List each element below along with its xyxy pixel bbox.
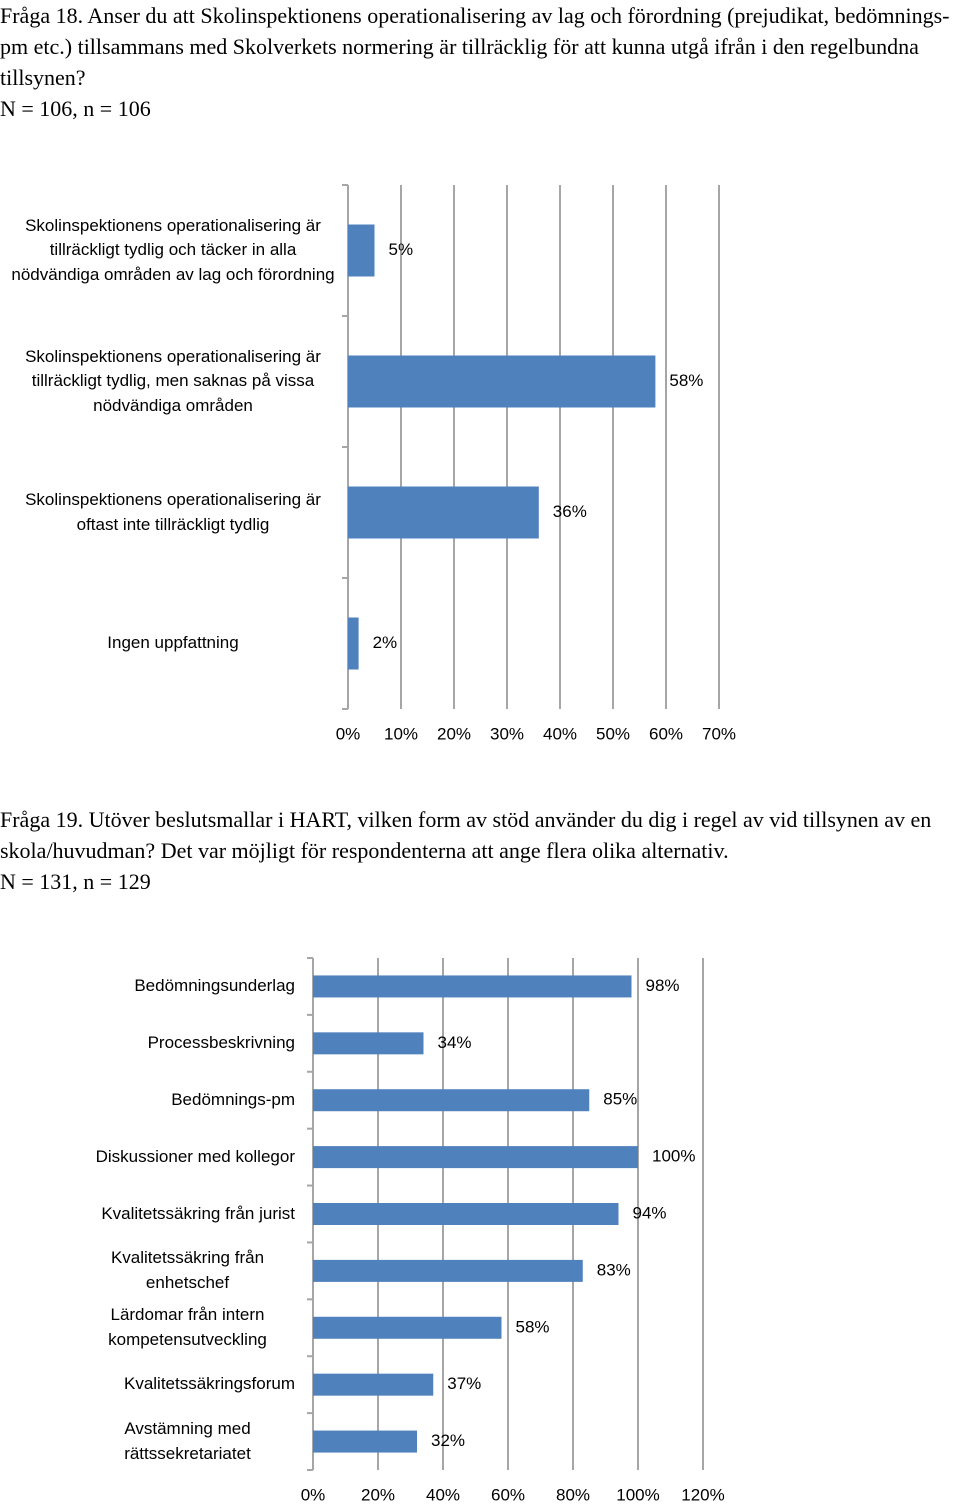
category-label: Bedömningsunderlag bbox=[134, 975, 295, 995]
bar bbox=[313, 1259, 583, 1282]
value-label: 2% bbox=[373, 633, 398, 652]
category-label: Ingen uppfattning bbox=[107, 633, 239, 652]
category-label: Kvalitetssäkring från jurist bbox=[101, 1203, 295, 1223]
bar bbox=[348, 355, 656, 408]
category-label: Bedömnings-pm bbox=[171, 1089, 295, 1109]
bar bbox=[348, 617, 359, 670]
category-label: Kvalitetssäkringsforum bbox=[123, 1374, 295, 1394]
x-tick-label: 100% bbox=[616, 1485, 659, 1504]
question-title: Fråga 18. Anser du att Skolinspektionens… bbox=[0, 3, 950, 90]
bar bbox=[313, 1316, 502, 1339]
bar bbox=[313, 1373, 434, 1396]
bar bbox=[313, 1032, 424, 1055]
bar bbox=[313, 1089, 590, 1112]
x-tick-label: 120% bbox=[681, 1485, 724, 1504]
x-tick-label: 30% bbox=[490, 724, 524, 743]
x-tick-label: 0% bbox=[301, 1485, 326, 1504]
value-label: 32% bbox=[431, 1431, 465, 1450]
x-tick-label: 40% bbox=[426, 1485, 460, 1504]
value-label: 58% bbox=[516, 1317, 550, 1336]
x-tick-label: 20% bbox=[361, 1485, 395, 1504]
x-tick-label: 10% bbox=[384, 724, 418, 743]
sample-size: N = 131, n = 129 bbox=[0, 869, 151, 894]
value-label: 36% bbox=[553, 502, 587, 521]
category-label: Avstämning med rättssekretariatet bbox=[124, 1419, 251, 1463]
bar bbox=[348, 486, 539, 539]
bar bbox=[313, 1146, 638, 1169]
x-tick-label: 60% bbox=[649, 724, 683, 743]
x-tick-label: 20% bbox=[437, 724, 471, 743]
bar bbox=[313, 1203, 619, 1225]
bar bbox=[313, 1430, 417, 1453]
value-label: 100% bbox=[652, 1147, 695, 1166]
category-label: Diskussioner med kollegor bbox=[95, 1146, 295, 1166]
value-label: 83% bbox=[597, 1260, 631, 1279]
value-label: 98% bbox=[646, 976, 680, 995]
category-label: Processbeskrivning bbox=[147, 1032, 295, 1052]
x-tick-label: 0% bbox=[336, 724, 361, 743]
x-tick-label: 60% bbox=[491, 1485, 525, 1504]
bar bbox=[348, 224, 375, 277]
category-label: Lärdomar från intern kompetensutveckling bbox=[108, 1305, 267, 1349]
sample-size: N = 106, n = 106 bbox=[0, 96, 151, 121]
value-label: 37% bbox=[447, 1374, 481, 1393]
value-label: 85% bbox=[603, 1090, 637, 1109]
value-label: 94% bbox=[633, 1203, 667, 1222]
value-label: 34% bbox=[438, 1033, 472, 1052]
bar bbox=[313, 975, 632, 998]
x-tick-label: 40% bbox=[543, 724, 577, 743]
category-label: Skolinspektionens operationalisering är … bbox=[25, 490, 321, 534]
question-title: Fråga 19. Utöver beslutsmallar i HART, v… bbox=[0, 807, 932, 863]
value-label: 5% bbox=[389, 240, 414, 259]
value-label: 58% bbox=[669, 371, 703, 390]
x-tick-label: 50% bbox=[596, 724, 630, 743]
x-tick-label: 80% bbox=[556, 1485, 590, 1504]
x-tick-label: 70% bbox=[702, 724, 736, 743]
category-label: Skolinspektionens operationalisering är … bbox=[11, 215, 335, 284]
category-label: Kvalitetssäkring från enhetschef bbox=[110, 1248, 265, 1292]
category-label: Skolinspektionens operationalisering är … bbox=[25, 346, 321, 415]
